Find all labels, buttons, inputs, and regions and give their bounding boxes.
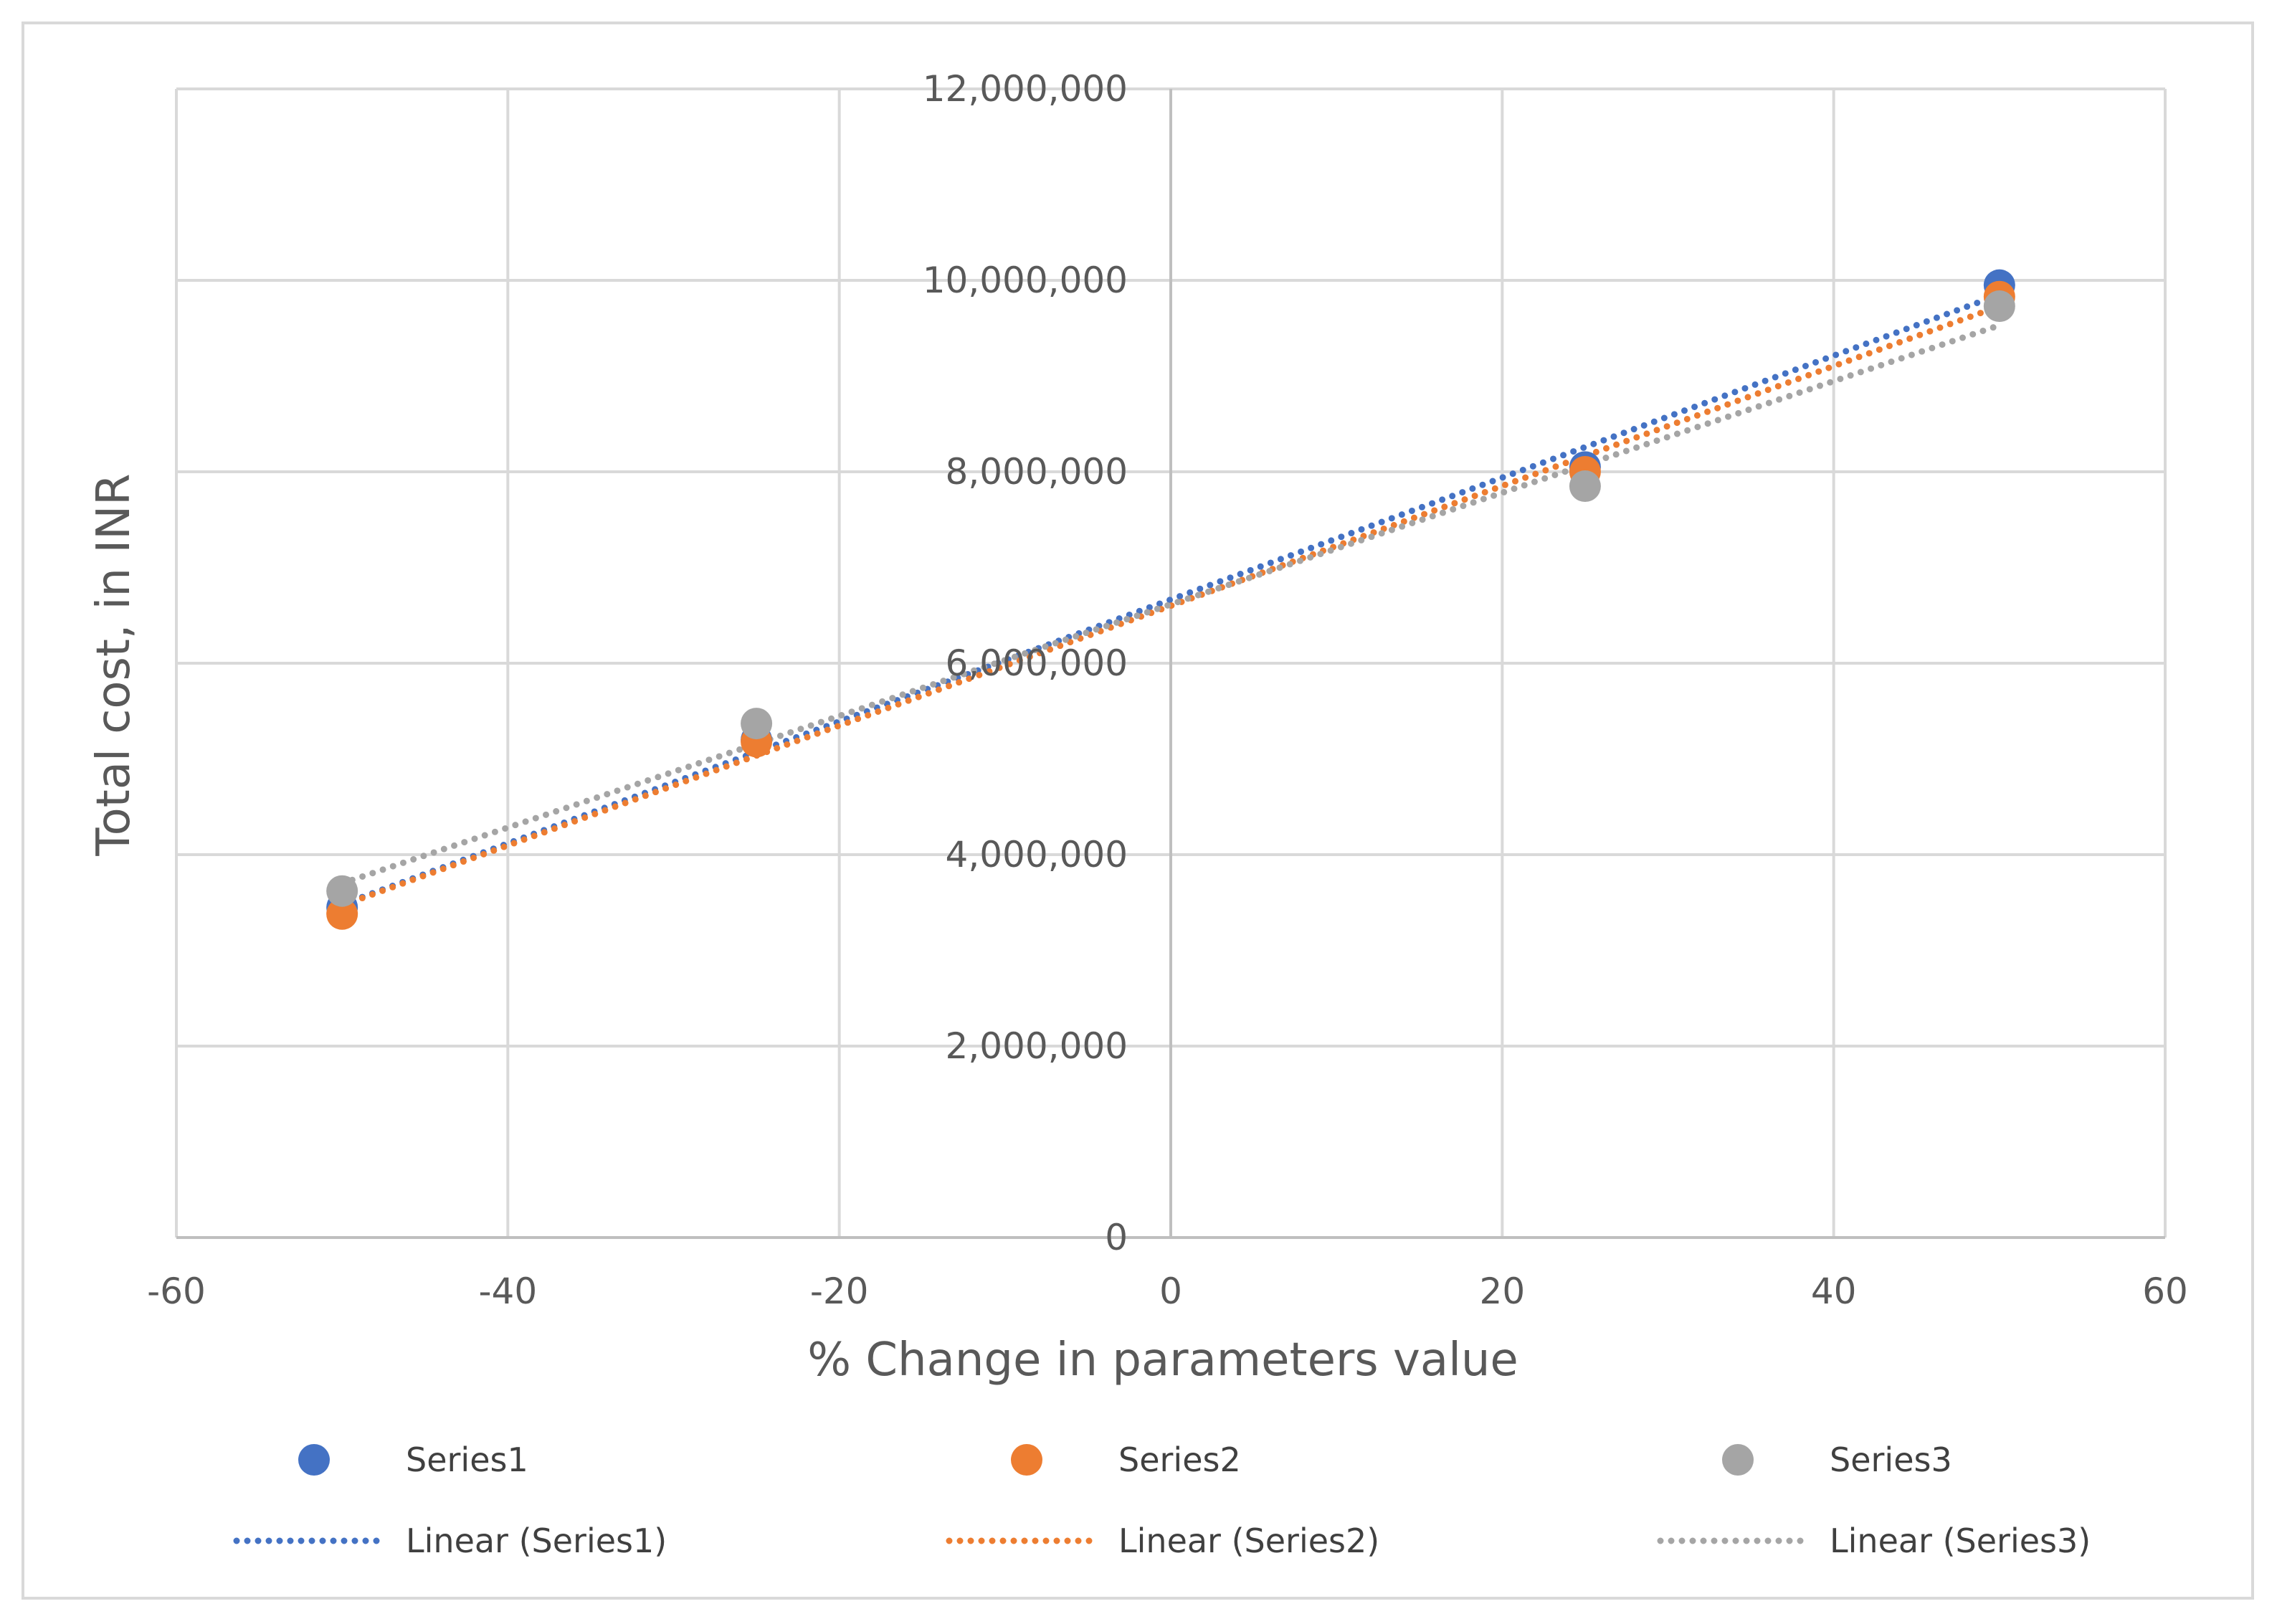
y-tick-label: 4,000,000: [946, 834, 1128, 875]
point-layer: [326, 269, 2015, 930]
y-tick-label: 8,000,000: [946, 451, 1128, 493]
x-tick-label: -40: [478, 1271, 537, 1312]
trendline-series3: [338, 322, 2003, 887]
y-axis-title: Total cost, in INR: [87, 473, 141, 856]
x-axis-title: % Change in parameters value: [807, 1334, 1518, 1387]
y-tick-label: 12,000,000: [923, 68, 1128, 110]
x-tick-label: 40: [1811, 1271, 1857, 1312]
legend-label: Linear (Series3): [1830, 1521, 2091, 1560]
point-series3: [1983, 290, 2015, 323]
y-tick-label: 2,000,000: [946, 1025, 1128, 1067]
point-series3: [741, 708, 773, 740]
trendline-series1: [338, 291, 2003, 908]
grid-layer: [175, 87, 2167, 1238]
legend-label: Series3: [1830, 1440, 1952, 1479]
tick-label-layer: 0 2,000,000 4,000,000 6,000,000 8,000,000 10,…: [147, 68, 2188, 1312]
legend-label: Linear (Series2): [1118, 1521, 1379, 1560]
y-tick-label: 6,000,000: [946, 642, 1128, 684]
x-tick-label: -60: [147, 1271, 206, 1312]
legend-label: Series2: [1118, 1440, 1241, 1479]
legend-label: Linear (Series1): [406, 1521, 667, 1560]
point-series2: [326, 898, 358, 930]
y-tick-label: 0: [1105, 1217, 1128, 1258]
trendline-layer: [338, 291, 2003, 909]
legend-label: Series1: [406, 1440, 528, 1479]
x-tick-label: 0: [1159, 1271, 1182, 1312]
legend-marker-series2: [1011, 1444, 1042, 1476]
x-tick-label: -20: [810, 1271, 869, 1312]
point-series3: [1569, 470, 1601, 503]
y-tick-label: 10,000,000: [923, 260, 1128, 301]
legend-marker-series1: [298, 1444, 330, 1476]
legend-marker-series3: [1722, 1444, 1754, 1476]
point-series3: [326, 875, 358, 907]
axis-layer: [176, 89, 2165, 1239]
legend: Series1 Linear (Series1) Series2 Linear (Se…: [233, 1440, 2091, 1560]
chart-frame: [22, 22, 2254, 1600]
x-tick-label: 60: [2142, 1271, 2188, 1312]
x-tick-label: 20: [1480, 1271, 1526, 1312]
